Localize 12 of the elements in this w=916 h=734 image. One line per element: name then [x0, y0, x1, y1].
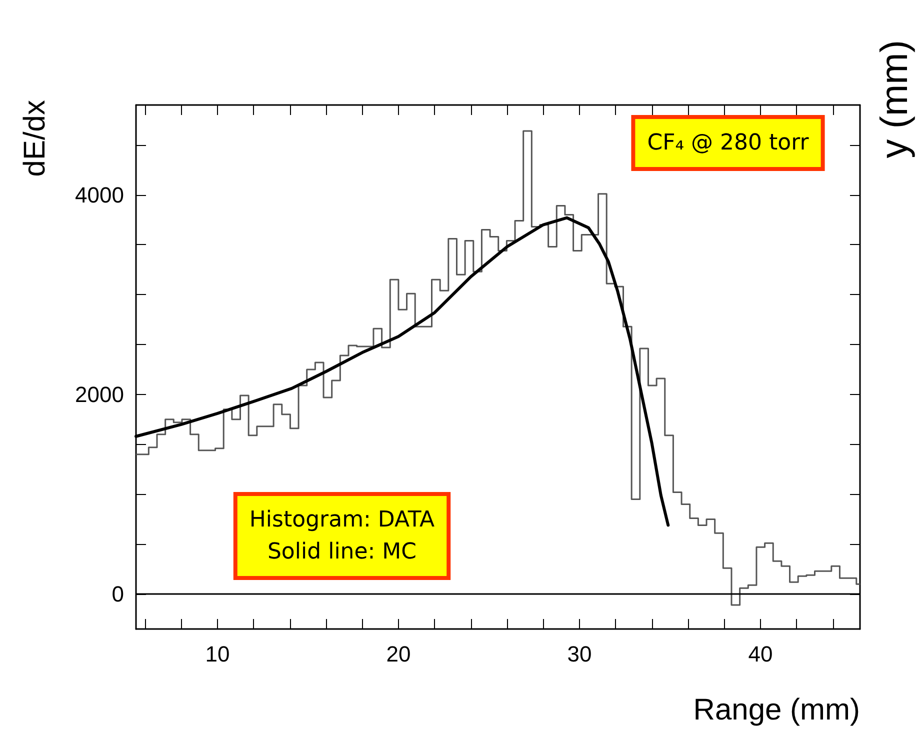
y-tick-label: 0 — [112, 582, 124, 607]
annotation: Histogram: DATA Solid line: MC — [249, 508, 435, 564]
y-axis-title: dE/dx — [18, 100, 52, 177]
x-axis-title: Range (mm) — [693, 694, 860, 726]
x-tick-label: 30 — [567, 642, 592, 666]
annotation: CF₄ @ 280 torr — [647, 130, 810, 156]
text: y (mm) — [874, 40, 916, 158]
x-tick-label: 20 — [386, 642, 411, 666]
x-tick-label: 10 — [205, 642, 230, 666]
y-tick-label: 4000 — [75, 182, 124, 208]
x-tick-label: 40 — [748, 642, 773, 666]
y-tick-label: 2000 — [75, 382, 124, 407]
